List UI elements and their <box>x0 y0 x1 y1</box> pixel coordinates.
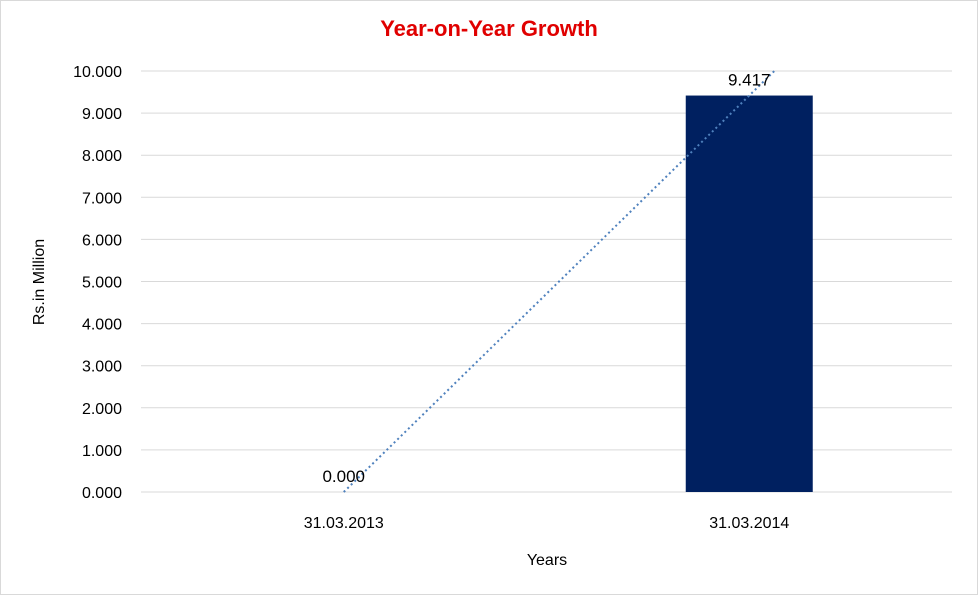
chart-title: Year-on-Year Growth <box>380 16 598 41</box>
y-axis-title: Rs.in Million <box>31 239 48 325</box>
data-labels: 0.000 9.417 <box>322 71 770 486</box>
y-tick-label: 0.000 <box>82 485 122 502</box>
y-tick-label: 3.000 <box>82 359 122 376</box>
bar <box>685 95 813 492</box>
bars <box>685 95 813 492</box>
data-label: 0.000 <box>322 467 365 486</box>
y-tick-label: 8.000 <box>82 148 122 165</box>
x-tick-label: 31.03.2013 <box>304 515 384 532</box>
trendline-path <box>343 70 776 493</box>
x-axis-ticks: 31.03.2013 31.03.2014 <box>304 515 790 532</box>
y-tick-label: 9.000 <box>82 106 122 123</box>
y-tick-label: 1.000 <box>82 443 122 460</box>
y-tick-label: 7.000 <box>82 190 122 207</box>
y-tick-label: 10.000 <box>73 64 122 81</box>
x-axis-title: Years <box>527 552 567 569</box>
y-tick-label: 5.000 <box>82 275 122 292</box>
y-tick-label: 6.000 <box>82 232 122 249</box>
gridlines <box>141 70 952 493</box>
y-tick-label: 2.000 <box>82 401 122 418</box>
trendline <box>343 70 776 493</box>
y-tick-label: 4.000 <box>82 317 122 334</box>
x-tick-label: 31.03.2014 <box>709 515 789 532</box>
data-label: 9.417 <box>728 71 771 90</box>
y-axis-ticks: 0.000 1.000 2.000 3.000 4.000 5.000 6.000 7.000… <box>73 64 122 502</box>
